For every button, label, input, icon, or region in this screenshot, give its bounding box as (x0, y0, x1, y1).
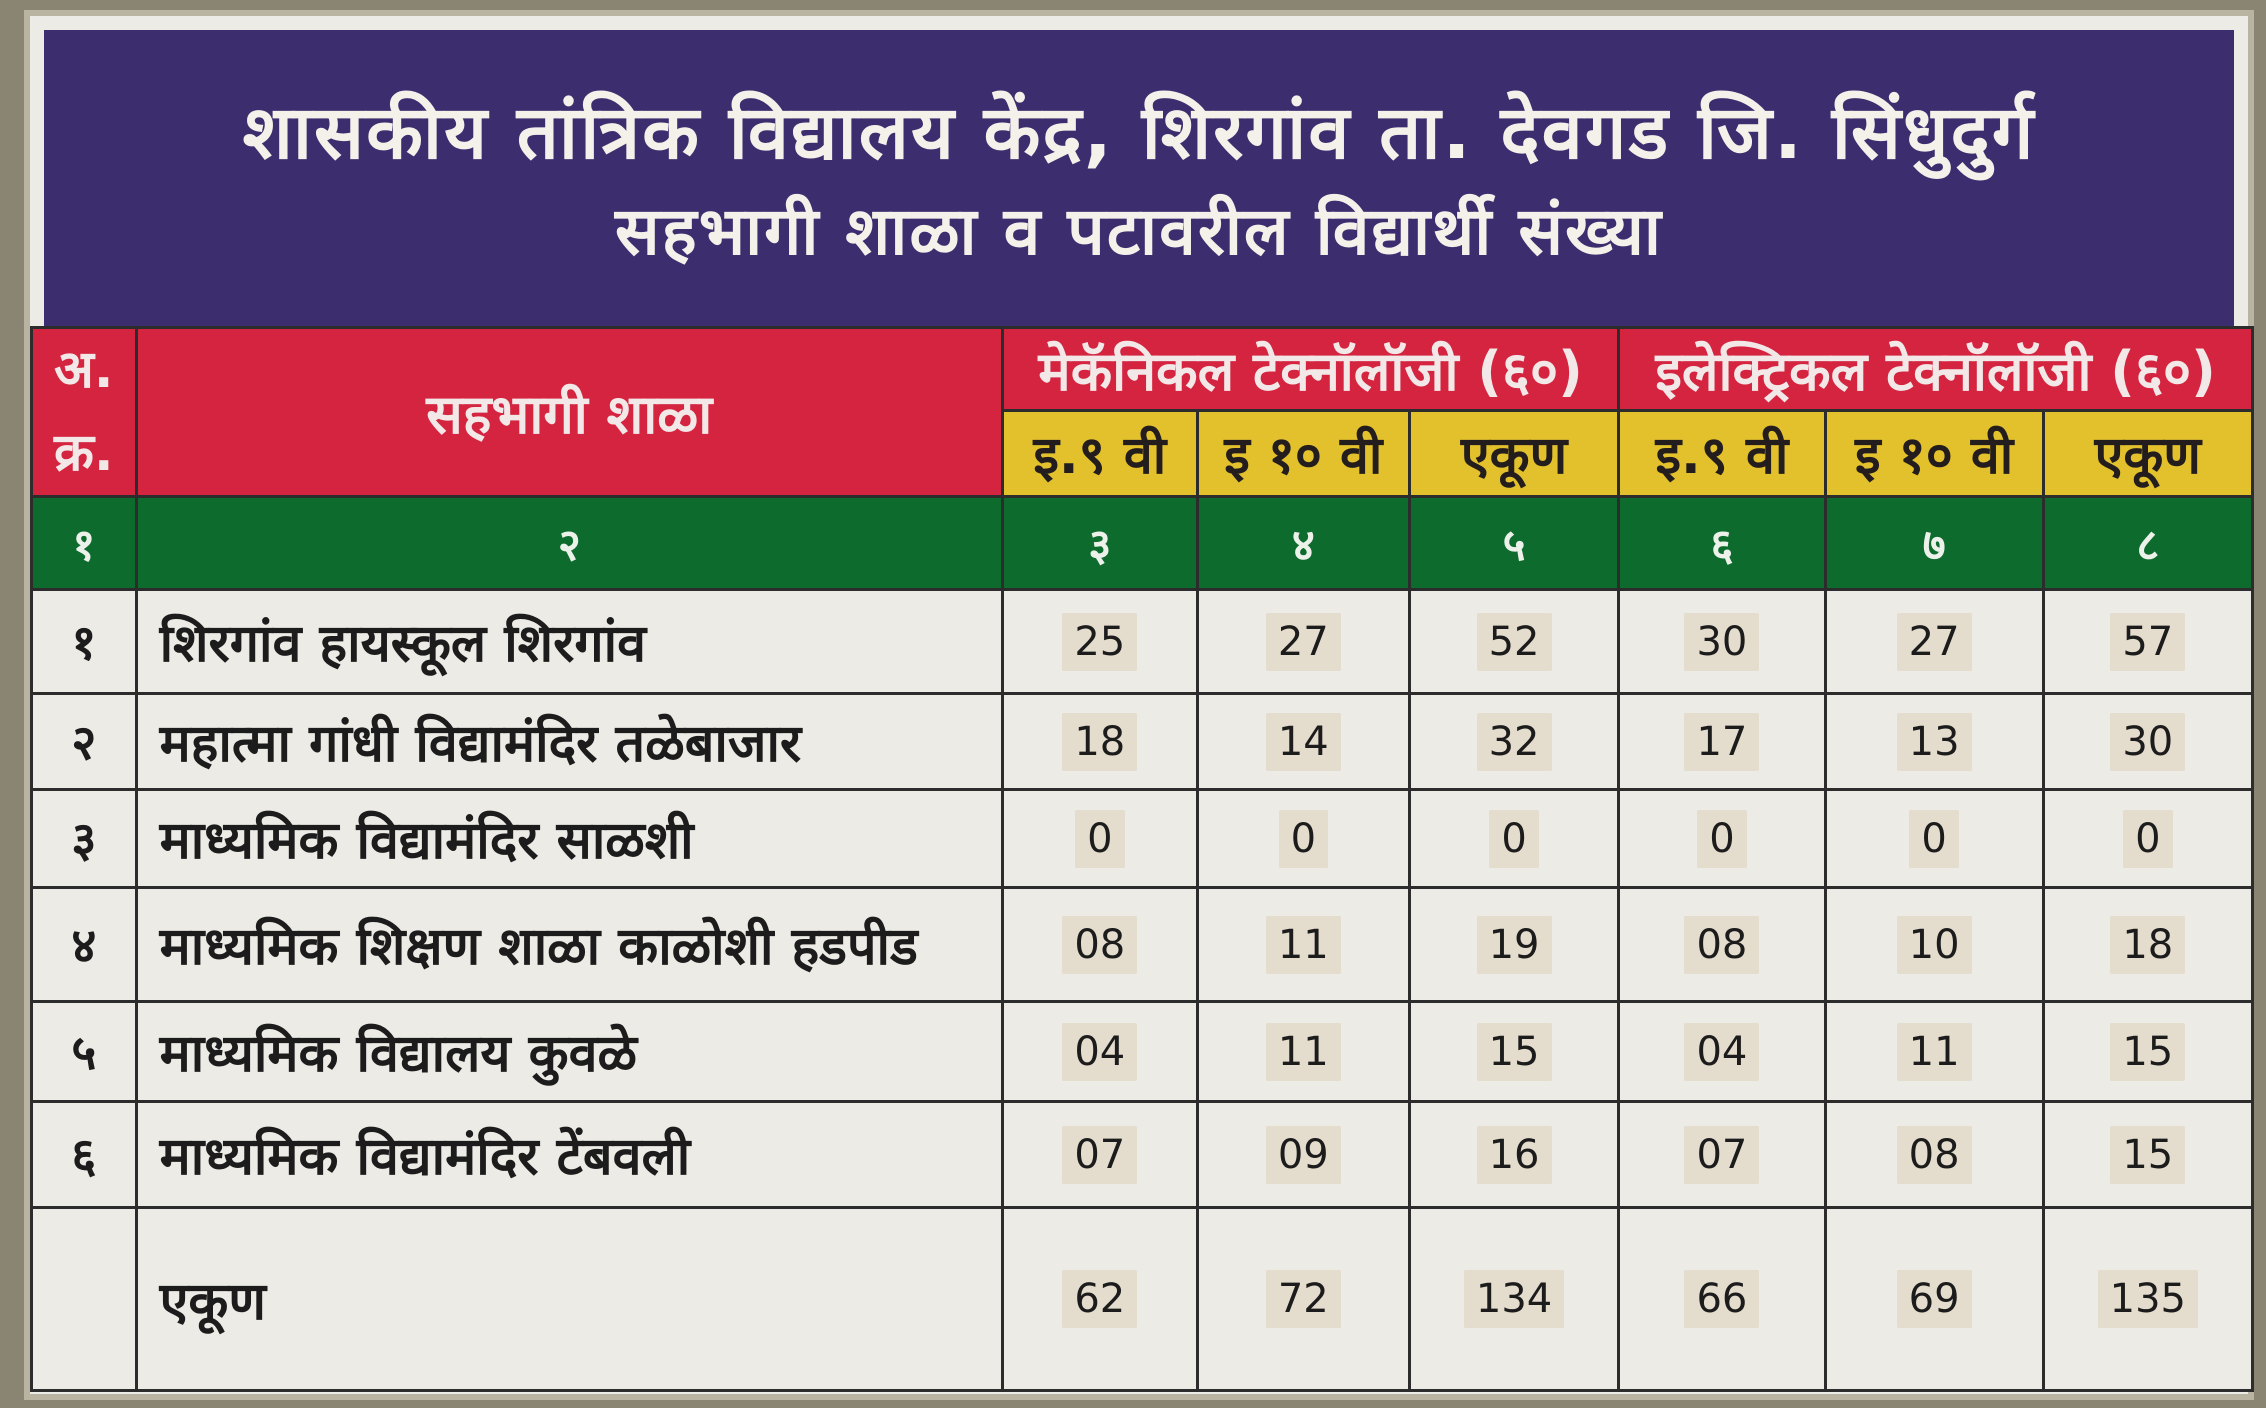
row-serial: १ (30, 588, 138, 696)
total-row: एकूण 62 72 134 66 69 135 (30, 1206, 2255, 1392)
count-value: 15 (2110, 1022, 2186, 1081)
elec-total-header: एकूण (2041, 408, 2255, 499)
count-value: 57 (2110, 612, 2186, 671)
count-value: 14 (1265, 712, 1341, 771)
count-value: 17 (1684, 712, 1760, 771)
count-value: 08 (1684, 915, 1760, 974)
total-value: 69 (1896, 1270, 1972, 1329)
count-value: 30 (2110, 712, 2186, 771)
row-serial: ६ (30, 1100, 138, 1210)
count-value: 15 (2110, 1125, 2186, 1184)
count-value: 27 (1896, 612, 1972, 671)
total-value: 72 (1265, 1270, 1341, 1329)
count-value: 27 (1265, 612, 1341, 671)
total-value: 62 (1062, 1270, 1138, 1329)
count-value: 07 (1062, 1125, 1138, 1184)
total-serial-blank (30, 1206, 138, 1392)
table-row: २ महात्मा गांधी विद्यामंदिर तळेबाजार 18 … (30, 692, 2255, 792)
school-name: महात्मा गांधी विद्यामंदिर तळेबाजार (134, 692, 1004, 792)
count-value: 0 (1278, 809, 1329, 868)
board-subtitle: सहभागी शाळा व पटावरील विद्यार्थी संख्या (615, 193, 1663, 271)
school-name: माध्यमिक विद्यामंदिर टेंबवली (134, 1100, 1004, 1210)
table-row: ३ माध्यमिक विद्यामंदिर साळशी 0 0 0 0 0 0 (30, 788, 2255, 890)
board-title: शासकीय तांत्रिक विद्यालय केंद्र, शिरगांव… (242, 90, 2036, 176)
count-value: 10 (1896, 915, 1972, 974)
school-name: माध्यमिक विद्यामंदिर साळशी (134, 788, 1004, 890)
table-row: ६ माध्यमिक विद्यामंदिर टेंबवली 07 09 16 … (30, 1100, 2255, 1210)
row-serial: ३ (30, 788, 138, 890)
count-value: 11 (1896, 1022, 1972, 1081)
notice-board: शासकीय तांत्रिक विद्यालय केंद्र, शिरगांव… (24, 10, 2255, 1400)
count-value: 52 (1476, 612, 1552, 671)
column-number: ७ (1823, 495, 2045, 592)
electrical-group-header: इलेक्ट्रिकल टेक्नॉलॉजी (६०) (1617, 326, 2254, 412)
column-number: ८ (2041, 495, 2255, 592)
serial-header-line2: क्र. (53, 423, 114, 484)
count-value: 25 (1062, 612, 1138, 671)
column-number-row: १ २ ३ ४ ५ ६ ७ ८ (30, 495, 2255, 592)
school-name: माध्यमिक विद्यालय कुवळे (134, 1000, 1004, 1104)
count-value: 08 (1062, 915, 1138, 974)
column-number: ५ (1407, 495, 1621, 592)
count-value: 0 (1489, 809, 1539, 868)
count-value: 11 (1265, 915, 1341, 974)
count-value: 08 (1896, 1125, 1972, 1184)
mech-class10-header: इ १० वी (1195, 408, 1411, 499)
serial-header: अ. क्र. (30, 325, 138, 499)
school-header: सहभागी शाळा (134, 325, 1004, 499)
total-label: एकूण (134, 1206, 1004, 1392)
row-serial: ४ (30, 886, 138, 1004)
elec-class10-header: इ १० वी (1823, 408, 2045, 499)
school-name: माध्यमिक शिक्षण शाळा काळोशी हडपीड (134, 886, 1004, 1004)
school-name: शिरगांव हायस्कूल शिरगांव (134, 588, 1004, 696)
column-number: १ (30, 495, 138, 592)
column-number: ३ (1000, 495, 1199, 592)
count-value: 19 (1476, 915, 1552, 974)
mech-total-header: एकूण (1407, 408, 1621, 499)
table-row: ५ माध्यमिक विद्यालय कुवळे 04 11 15 04 11… (30, 1000, 2255, 1104)
table-row: ४ माध्यमिक शिक्षण शाळा काळोशी हडपीड 08 1… (30, 886, 2255, 1004)
total-value: 135 (2097, 1270, 2198, 1329)
column-number: ६ (1617, 495, 1827, 592)
board-header: शासकीय तांत्रिक विद्यालय केंद्र, शिरगांव… (44, 30, 2234, 330)
count-value: 04 (1062, 1022, 1138, 1081)
row-serial: ५ (30, 1000, 138, 1104)
column-number: २ (134, 495, 1004, 592)
total-value: 134 (1463, 1270, 1565, 1329)
row-serial: २ (30, 692, 138, 792)
count-value: 0 (1909, 809, 1959, 868)
serial-header-line1: अ. (54, 340, 114, 400)
mechanical-group-header: मेकॅनिकल टेक्नॉलॉजी (६०) (1000, 326, 1621, 412)
count-value: 04 (1684, 1022, 1760, 1081)
count-value: 18 (1062, 712, 1138, 771)
count-value: 15 (1476, 1022, 1552, 1081)
count-value: 0 (1697, 809, 1747, 868)
total-value: 66 (1684, 1270, 1760, 1329)
count-value: 11 (1265, 1022, 1341, 1081)
count-value: 0 (2123, 809, 2173, 868)
count-value: 07 (1684, 1125, 1760, 1184)
count-value: 09 (1265, 1125, 1341, 1184)
student-count-table: अ. क्र. सहभागी शाळा मेकॅनिकल टेक्नॉलॉजी … (30, 325, 2255, 1392)
count-value: 18 (2110, 915, 2186, 974)
mech-class9-header: इ.९ वी (1000, 408, 1199, 499)
count-value: 13 (1896, 712, 1972, 771)
count-value: 16 (1476, 1125, 1552, 1184)
column-number: ४ (1195, 495, 1411, 592)
table-row: १ शिरगांव हायस्कूल शिरगांव 25 27 52 30 2… (30, 588, 2255, 696)
count-value: 0 (1075, 809, 1125, 868)
count-value: 32 (1476, 712, 1552, 771)
count-value: 30 (1684, 612, 1760, 671)
elec-class9-header: इ.९ वी (1617, 408, 1827, 499)
